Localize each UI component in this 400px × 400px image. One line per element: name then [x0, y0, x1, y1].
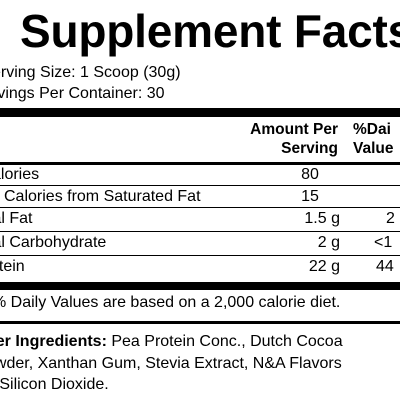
other-ingredients: her Ingredients: Pea Protein Conc., Dutc… — [0, 331, 398, 396]
nutrient-daily-value: 2 — [386, 210, 395, 227]
amount-header-line-1: Amount Per — [250, 121, 338, 138]
amount-header-line-2: Serving — [281, 140, 338, 157]
nutrient-name: alories — [0, 166, 40, 183]
serving-size: erving Size: 1 Scoop (30g) — [0, 64, 181, 81]
row-divider — [0, 185, 400, 186]
nutrient-daily-value: 44 — [376, 258, 394, 275]
nutrient-amount: 80 — [301, 166, 319, 183]
nutrient-amount: 15 — [301, 188, 319, 205]
row-divider — [0, 255, 400, 256]
thick-divider-top — [0, 108, 400, 117]
dv-header-line-2: Value — [353, 140, 394, 157]
nutrient-amount: 1.5 g — [304, 210, 340, 227]
ingredients-line-1: her Ingredients: Pea Protein Conc., Dutc… — [0, 331, 398, 353]
panel-title: Supplement Facts — [20, 5, 400, 57]
nutrient-amount: 22 g — [308, 258, 340, 275]
nutrient-row-calories: alories 80 — [0, 164, 400, 186]
nutrient-name: Calories from Saturated Fat — [4, 188, 201, 205]
ingredients-label: her Ingredients: — [0, 333, 107, 350]
amount-per-serving-header: Amount Per Serving — [250, 120, 338, 158]
nutrient-row-calories-sat-fat: Calories from Saturated Fat 15 — [0, 186, 400, 208]
nutrient-row-total-fat: tal Fat 1.5 g 2 — [0, 208, 400, 230]
ingredients-text-1: Pea Protein Conc., Dutch Cocoa — [106, 333, 343, 350]
nutrient-name: tal Carbohydrate — [0, 234, 107, 251]
header-divider — [0, 162, 400, 165]
nutrient-name: tal Fat — [0, 210, 33, 227]
dv-header-line-1: %Dai — [353, 121, 391, 138]
nutrient-amount: 2 g — [317, 234, 340, 251]
daily-value-footnote: % Daily Values are based on a 2,000 calo… — [0, 294, 341, 311]
row-divider — [0, 207, 400, 208]
nutrient-name: otein — [0, 258, 25, 275]
row-divider — [0, 231, 400, 232]
servings-per-container: rvings Per Container: 30 — [0, 85, 165, 102]
nutrient-daily-value: <1 — [374, 234, 393, 251]
ingredients-divider — [0, 321, 400, 324]
daily-value-header: %Dai Value — [353, 120, 394, 158]
thick-divider-bottom — [0, 282, 400, 290]
ingredients-line-2: owder, Xanthan Gum, Stevia Extract, N&A … — [0, 354, 342, 372]
nutrient-row-protein: otein 22 g 44 — [0, 256, 400, 278]
nutrient-row-total-carbohydrate: tal Carbohydrate 2 g <1 — [0, 232, 400, 254]
ingredients-line-3: d Silicon Dioxide. — [0, 376, 109, 393]
